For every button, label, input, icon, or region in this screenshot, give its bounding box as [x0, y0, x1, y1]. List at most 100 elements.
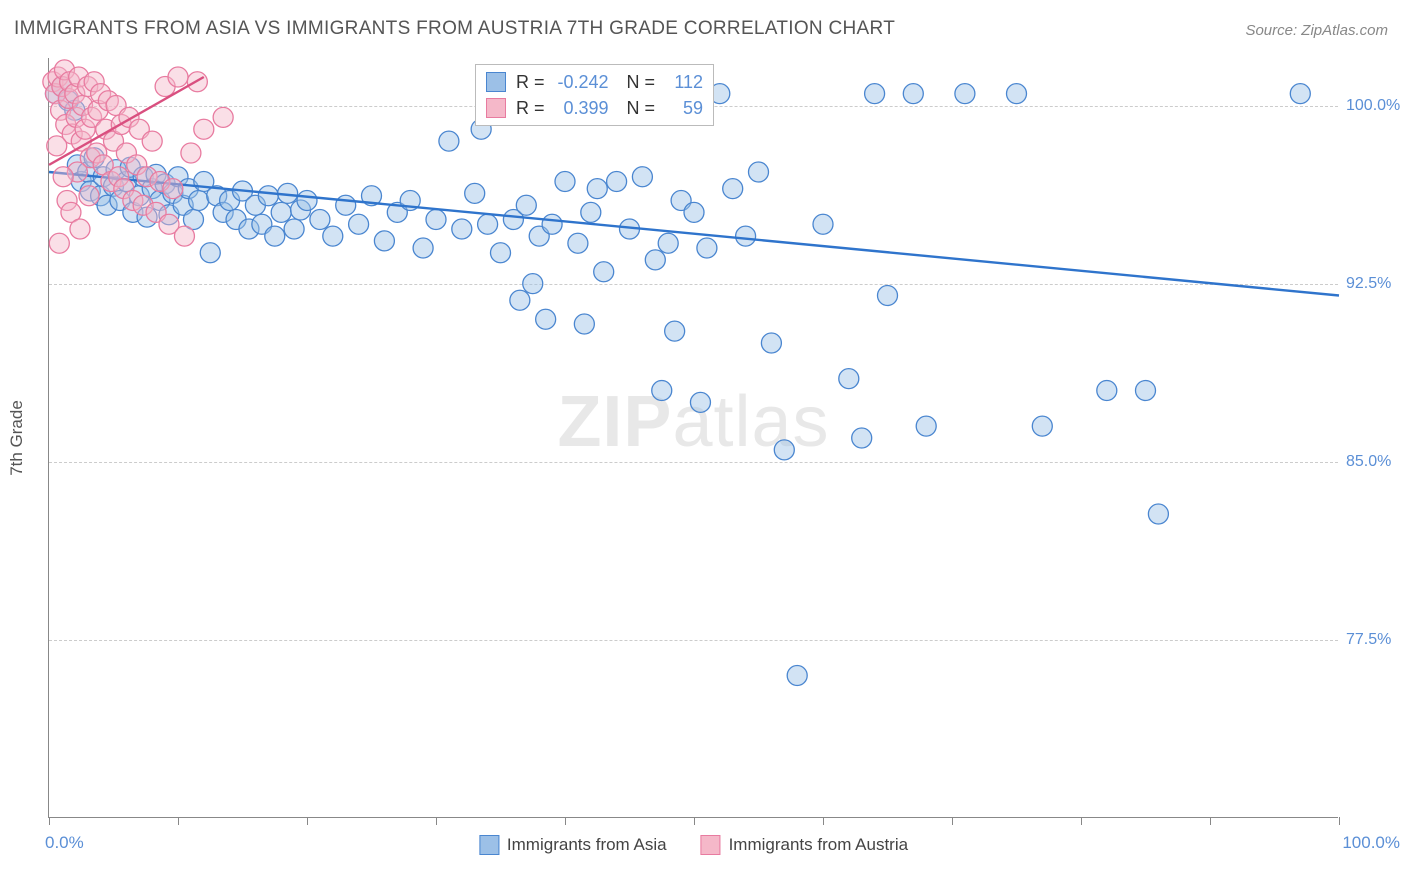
data-point — [736, 226, 756, 246]
data-point — [174, 226, 194, 246]
data-point — [878, 286, 898, 306]
x-tick — [178, 817, 179, 825]
data-point — [542, 214, 562, 234]
data-point — [194, 119, 214, 139]
data-point — [310, 210, 330, 230]
bottom-legend: Immigrants from Asia Immigrants from Aust… — [479, 835, 908, 855]
x-tick — [694, 817, 695, 825]
y-tick-label: 77.5% — [1346, 631, 1406, 649]
data-point — [510, 290, 530, 310]
x-tick — [436, 817, 437, 825]
x-tick — [49, 817, 50, 825]
data-point — [1097, 381, 1117, 401]
data-point — [697, 238, 717, 258]
data-point — [465, 183, 485, 203]
data-point — [865, 84, 885, 104]
data-point — [478, 214, 498, 234]
legend-swatch — [486, 72, 506, 92]
data-point — [658, 233, 678, 253]
data-point — [523, 274, 543, 294]
x-tick — [565, 817, 566, 825]
bottom-legend-item: Immigrants from Asia — [479, 835, 667, 855]
data-point — [903, 84, 923, 104]
data-point — [1290, 84, 1310, 104]
bottom-legend-item: Immigrants from Austria — [701, 835, 909, 855]
data-point — [645, 250, 665, 270]
plot-area: 7th Grade ZIPatlas 77.5%85.0%92.5%100.0%… — [48, 58, 1338, 818]
data-point — [581, 202, 601, 222]
x-tick — [307, 817, 308, 825]
chart-title: IMMIGRANTS FROM ASIA VS IMMIGRANTS FROM … — [14, 18, 895, 40]
data-point — [439, 131, 459, 151]
data-point — [723, 179, 743, 199]
data-point — [142, 131, 162, 151]
data-point — [749, 162, 769, 182]
legend-n-label: N = — [627, 98, 656, 119]
legend-swatch — [701, 835, 721, 855]
data-point — [607, 172, 627, 192]
data-point — [49, 233, 69, 253]
legend-n-value: 59 — [665, 98, 703, 119]
data-point — [323, 226, 343, 246]
data-point — [787, 666, 807, 686]
data-point — [594, 262, 614, 282]
data-point — [189, 191, 209, 211]
data-point — [79, 186, 99, 206]
data-point — [813, 214, 833, 234]
data-point — [70, 219, 90, 239]
data-point — [632, 167, 652, 187]
data-point — [652, 381, 672, 401]
legend-swatch — [486, 98, 506, 118]
data-point — [684, 202, 704, 222]
x-tick — [1210, 817, 1211, 825]
data-point — [587, 179, 607, 199]
data-point — [297, 191, 317, 211]
data-point — [839, 369, 859, 389]
data-point — [555, 172, 575, 192]
x-tick — [952, 817, 953, 825]
legend-r-value: -0.242 — [555, 72, 609, 93]
data-point — [284, 219, 304, 239]
legend-box: R =-0.242N =112R =0.399N =59 — [475, 64, 714, 126]
y-tick-label: 92.5% — [1346, 275, 1406, 293]
legend-swatch — [479, 835, 499, 855]
data-point — [916, 416, 936, 436]
data-point — [168, 67, 188, 87]
data-point — [181, 143, 201, 163]
legend-r-value: 0.399 — [555, 98, 609, 119]
data-point — [536, 309, 556, 329]
x-tick — [823, 817, 824, 825]
data-point — [852, 428, 872, 448]
data-point — [568, 233, 588, 253]
data-point — [665, 321, 685, 341]
data-point — [426, 210, 446, 230]
data-point — [271, 202, 291, 222]
scatter-svg — [49, 58, 1338, 817]
y-tick-label: 85.0% — [1346, 453, 1406, 471]
data-point — [1007, 84, 1027, 104]
data-point — [413, 238, 433, 258]
data-point — [955, 84, 975, 104]
data-point — [47, 136, 67, 156]
data-point — [163, 179, 183, 199]
bottom-legend-label: Immigrants from Austria — [729, 835, 909, 855]
data-point — [258, 186, 278, 206]
data-point — [761, 333, 781, 353]
source-label: Source: ZipAtlas.com — [1245, 22, 1388, 39]
legend-r-label: R = — [516, 98, 545, 119]
bottom-legend-label: Immigrants from Asia — [507, 835, 667, 855]
legend-n-value: 112 — [665, 72, 703, 93]
data-point — [374, 231, 394, 251]
y-axis-title: 7th Grade — [7, 400, 27, 476]
data-point — [452, 219, 472, 239]
y-tick-label: 100.0% — [1346, 97, 1406, 115]
x-axis-max-label: 100.0% — [1342, 833, 1400, 853]
data-point — [774, 440, 794, 460]
data-point — [491, 243, 511, 263]
x-tick — [1081, 817, 1082, 825]
legend-n-label: N = — [627, 72, 656, 93]
data-point — [1148, 504, 1168, 524]
data-point — [349, 214, 369, 234]
data-point — [1136, 381, 1156, 401]
data-point — [574, 314, 594, 334]
